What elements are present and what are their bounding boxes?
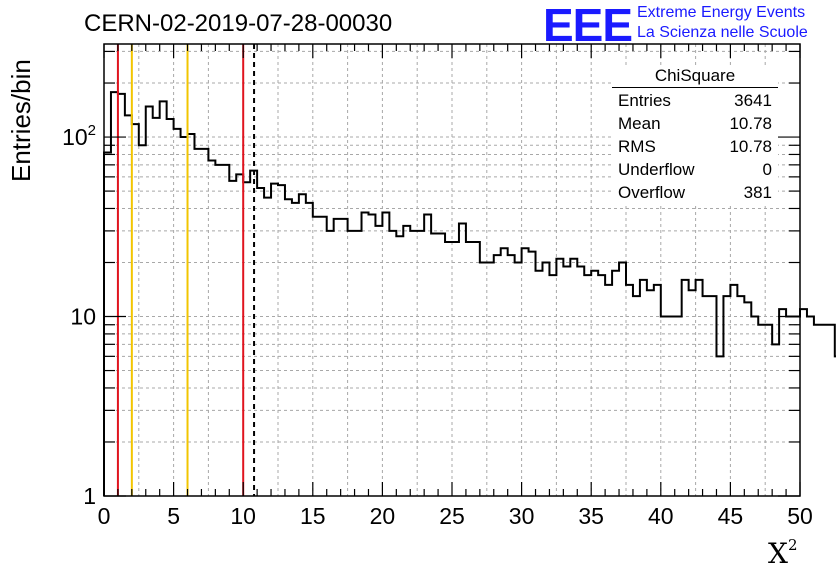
stats-row-entries: Entries 3641 [612, 89, 778, 112]
x-tick-label: 0 [98, 503, 111, 529]
stats-label: Mean [618, 114, 661, 133]
histogram-series [103, 91, 836, 496]
stats-label: Overflow [618, 183, 686, 202]
x-tick-label: 35 [578, 503, 604, 529]
x-tick-label: 40 [648, 503, 674, 529]
stats-label: Entries [618, 91, 671, 110]
run-title: CERN-02-2019-07-28-00030 [84, 10, 393, 37]
y-tick-label: 102 [62, 122, 96, 150]
stats-row-overflow: Overflow 381 [612, 181, 778, 204]
stats-value: 10.78 [729, 114, 772, 133]
x-tick-label: 15 [300, 503, 326, 529]
y-tick-label: 1 [83, 483, 96, 509]
x-tick-label: 5 [167, 503, 180, 529]
stats-label: RMS [618, 137, 656, 156]
stats-row-mean: Mean 10.78 [612, 112, 778, 135]
stats-value: 3641 [734, 91, 772, 110]
x-tick-label: 25 [439, 503, 465, 529]
org-name-line2: La Scienza nelle Scuole [637, 24, 808, 41]
org-name-line1: Extreme Energy Events [637, 4, 806, 21]
y-tick-label: 10 [70, 304, 96, 330]
x-tick-label: 45 [718, 503, 744, 529]
stats-value: 381 [743, 183, 772, 202]
x-tick-label: 20 [370, 503, 396, 529]
x-tick-label: 50 [787, 503, 813, 529]
stats-box: ChiSquare Entries 3641 Mean 10.78 RMS 10… [612, 66, 778, 204]
stats-row-underflow: Underflow 0 [612, 158, 778, 181]
x-tick-label: 10 [230, 503, 256, 529]
eee-logo: EEE [543, 0, 633, 51]
stats-box-title: ChiSquare [612, 66, 778, 88]
stats-value: 10.78 [729, 137, 772, 156]
x-axis-label: X2 [768, 536, 798, 570]
x-tick-label: 30 [509, 503, 535, 529]
stats-label: Underflow [618, 160, 695, 179]
stats-row-rms: RMS 10.78 [612, 135, 778, 158]
stats-value: 0 [762, 160, 772, 179]
